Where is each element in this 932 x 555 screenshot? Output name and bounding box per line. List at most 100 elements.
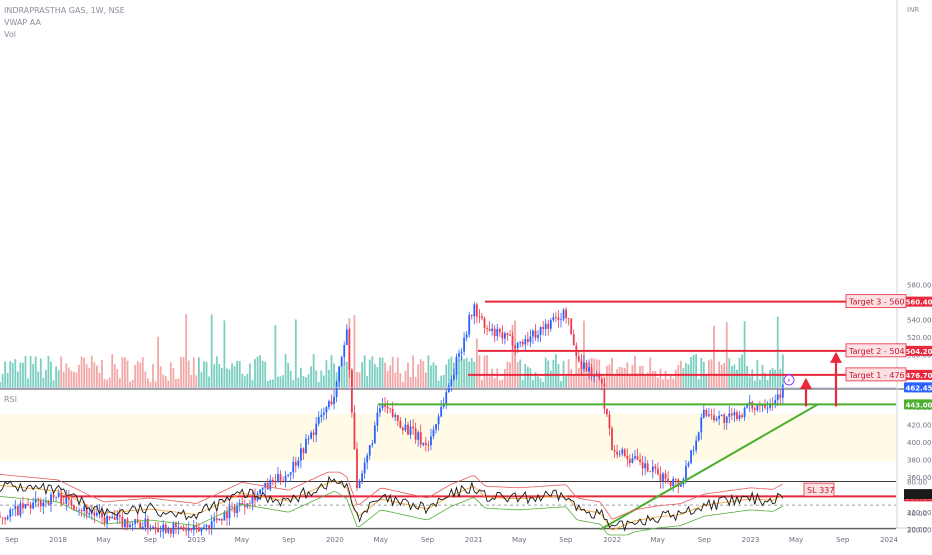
- volume-bar: [695, 354, 698, 388]
- candle-body: [39, 500, 42, 507]
- time-tick-label: Sep: [144, 536, 158, 544]
- volume-bar: [111, 354, 114, 388]
- volume-bar: [736, 369, 738, 388]
- volume-bar: [167, 380, 170, 388]
- volume-bar: [463, 358, 465, 388]
- price-tick-label: 580.00: [907, 282, 932, 290]
- volume-bar: [70, 370, 73, 388]
- candle-body: [552, 317, 555, 321]
- candle-body: [746, 404, 749, 408]
- candle-body: [80, 510, 83, 512]
- rsi-tick-label: 40.00: [907, 510, 927, 518]
- candle-body: [261, 487, 264, 490]
- candle-body: [483, 318, 486, 329]
- volume-bar: [651, 371, 654, 388]
- volume-bar: [27, 378, 29, 388]
- candle-body: [180, 526, 182, 528]
- volume-bar: [60, 356, 63, 388]
- volume-bar: [200, 372, 203, 388]
- flash-icon: [783, 374, 795, 386]
- annotation-label: Target 2 - 504: [848, 347, 905, 356]
- volume-bar: [198, 357, 200, 388]
- volume-bar: [504, 368, 506, 388]
- candle-body: [251, 494, 254, 504]
- candle-body: [205, 525, 208, 527]
- candle-body: [585, 362, 588, 372]
- volume-bar: [228, 369, 231, 388]
- symbol-title[interactable]: INDRAPRASTHA GAS, 1W, NSE: [4, 6, 125, 15]
- candle-body: [274, 481, 277, 483]
- volume-bar: [567, 359, 570, 388]
- volume-bar: [124, 357, 126, 388]
- volume-bar: [266, 380, 269, 388]
- volume-bar: [101, 359, 103, 388]
- candle-body: [169, 529, 172, 534]
- volume-bar: [700, 358, 703, 388]
- volume-bar: [542, 381, 545, 388]
- volume-bar: [371, 356, 374, 388]
- volume-bar: [98, 372, 101, 388]
- volume-bar: [677, 364, 680, 388]
- candle-body: [6, 517, 9, 520]
- volume-bar: [246, 373, 249, 388]
- candle-body: [766, 407, 769, 409]
- candle-body: [743, 407, 746, 417]
- price-level-tag: [904, 296, 932, 307]
- volume-bar: [177, 378, 180, 388]
- volume-bar: [715, 373, 718, 388]
- volume-bar: [422, 360, 425, 388]
- volume-bar: [384, 362, 386, 388]
- indicator-volume-label[interactable]: Vol: [4, 30, 16, 39]
- candle-body: [491, 328, 494, 331]
- candle-body: [185, 530, 188, 532]
- volume-bar: [345, 361, 348, 388]
- candle-body: [593, 376, 596, 377]
- time-tick-label: Sep: [836, 536, 850, 544]
- volume-bar: [409, 377, 412, 388]
- candle-body: [322, 412, 325, 415]
- candle-body: [692, 450, 695, 451]
- candle-body: [70, 499, 73, 506]
- volume-bar: [32, 363, 35, 388]
- volume-bar: [312, 354, 315, 388]
- volume-bar: [108, 377, 111, 388]
- candle-body: [24, 503, 27, 509]
- candle-body: [723, 414, 726, 423]
- volume-bar: [458, 359, 460, 388]
- candle-body: [756, 405, 759, 411]
- candle-body: [606, 408, 608, 415]
- candle-body: [305, 438, 307, 454]
- rsi-label[interactable]: RSI: [4, 395, 17, 404]
- volume-bar: [440, 375, 443, 388]
- candle-body: [427, 444, 430, 446]
- candle-body: [662, 473, 664, 482]
- volume-bar: [386, 370, 389, 388]
- volume-bar: [373, 364, 376, 388]
- volume-bar: [511, 324, 514, 388]
- candle-body: [430, 436, 432, 446]
- volume-bar: [159, 366, 162, 388]
- candle-body: [152, 526, 154, 528]
- volume-bar: [445, 364, 448, 388]
- volume-bar: [710, 359, 713, 388]
- volume-bar: [368, 359, 371, 388]
- volume-bar: [251, 379, 254, 388]
- volume-bar: [613, 376, 616, 388]
- candle-body: [560, 319, 562, 321]
- candle-body: [621, 449, 624, 454]
- annotation-label: Target 3 - 560: [848, 298, 905, 307]
- volume-bar: [593, 358, 596, 388]
- volume-bar: [623, 368, 626, 388]
- volume-bar: [157, 336, 159, 388]
- volume-bar: [264, 361, 267, 388]
- volume-bar: [399, 373, 402, 388]
- candle-body: [157, 529, 159, 532]
- candle-body: [345, 329, 348, 346]
- candle-body: [613, 450, 616, 452]
- volume-bar: [381, 357, 384, 388]
- candle-body: [713, 415, 715, 421]
- indicator-vwap-label[interactable]: VWAP AA: [4, 18, 41, 27]
- candle-body: [348, 329, 351, 371]
- candle-body: [67, 495, 70, 500]
